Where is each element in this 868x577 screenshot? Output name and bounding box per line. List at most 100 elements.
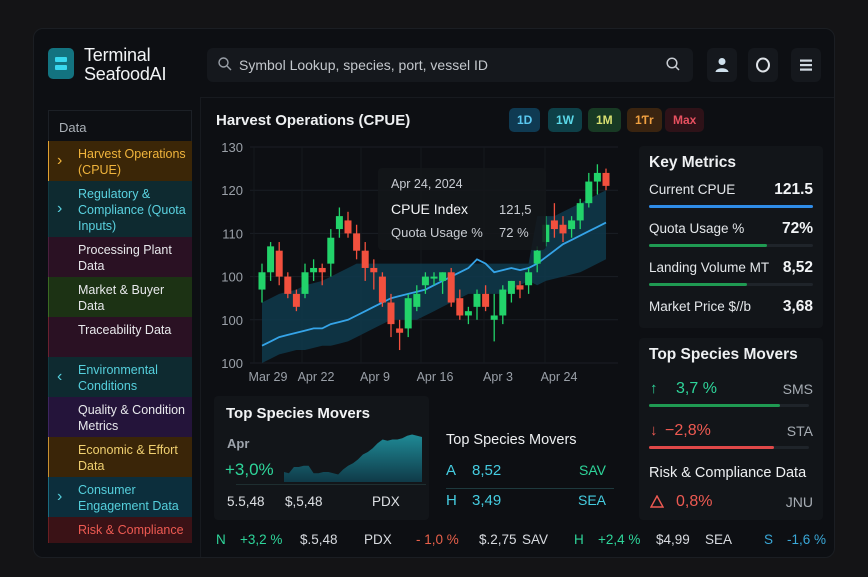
candle[interactable]: [344, 211, 352, 238]
search-placeholder: Symbol Lookup, species, port, vessel ID: [239, 57, 489, 73]
candle[interactable]: [301, 263, 309, 299]
sidebar-item[interactable]: ‹ Environmental Conditions: [48, 357, 192, 397]
app-title-line2: SeafoodAI: [84, 64, 167, 84]
candle[interactable]: [327, 229, 335, 277]
search-input[interactable]: Symbol Lookup, species, port, vessel ID: [207, 48, 693, 82]
candle[interactable]: [378, 272, 386, 307]
candle[interactable]: [602, 168, 610, 191]
candle[interactable]: [533, 246, 541, 273]
candle[interactable]: [413, 285, 421, 312]
candle[interactable]: [310, 259, 318, 281]
ticker-item[interactable]: $.2,75: [479, 532, 517, 547]
y-tick-label: 100: [221, 356, 243, 371]
mover-row[interactable]: ↓ −2,8% STA: [649, 422, 813, 452]
sidebar-item[interactable]: Economic & Effort Data: [48, 437, 192, 477]
candle[interactable]: [396, 319, 404, 351]
candle[interactable]: [335, 207, 343, 238]
y-tick-label: 100: [221, 313, 243, 328]
candle[interactable]: [292, 289, 300, 312]
cpue-candlestick-chart[interactable]: 130 120 110 100 100 100 Mar 29 Apr 22 Apr 9 Apr 1…: [210, 135, 630, 390]
timeframe-button-1w[interactable]: 1W: [548, 108, 582, 132]
candle[interactable]: [568, 216, 576, 238]
y-tick-label: 110: [222, 226, 243, 241]
search-submit-icon[interactable]: [665, 56, 681, 77]
timeframe-button-1ƭr[interactable]: 1Ƭr: [627, 108, 662, 132]
ticker-item[interactable]: SAV: [522, 532, 549, 547]
candle[interactable]: [490, 293, 498, 342]
metric-label: Quota Usage %: [649, 221, 745, 236]
mover-row[interactable]: ↑ 3,7 % SMS: [649, 380, 813, 410]
chevron-right-icon: ›: [57, 488, 63, 505]
candle[interactable]: [559, 216, 567, 243]
candle[interactable]: [361, 242, 369, 281]
candle[interactable]: [275, 242, 283, 286]
candle[interactable]: [430, 272, 438, 286]
candle[interactable]: [585, 172, 593, 208]
timeframe-button-1d[interactable]: 1D: [509, 108, 541, 132]
timeframe-button-max[interactable]: Max: [665, 108, 705, 132]
sidebar-item[interactable]: Processing Plant Data: [48, 237, 192, 277]
candle[interactable]: [550, 203, 558, 238]
sidebar-item[interactable]: Market & Buyer Data: [48, 277, 192, 317]
x-tick-label: Apr 3: [483, 370, 513, 384]
species-row[interactable]: A 8,52 SAV: [446, 462, 614, 489]
ticker-item[interactable]: +3,2 %: [240, 532, 283, 547]
ticker-item[interactable]: H: [574, 532, 584, 547]
candle[interactable]: [473, 289, 481, 320]
sidebar-item-label: Regulatory & Compliance (Quota Inputs): [78, 187, 186, 233]
status-button[interactable]: [748, 48, 778, 82]
candle[interactable]: [516, 280, 524, 299]
metric-row[interactable]: Quota Usage % 72%: [649, 220, 813, 247]
user-button[interactable]: [707, 48, 737, 82]
candle[interactable]: [576, 198, 584, 230]
metric-row[interactable]: Market Price $//b 3,68: [649, 298, 813, 319]
ticker-item[interactable]: $4,99: [656, 532, 690, 547]
candle[interactable]: [439, 272, 447, 294]
ticker-item[interactable]: - 1,0 %: [416, 532, 459, 547]
candle[interactable]: [447, 267, 455, 307]
y-tick-label: 100: [221, 270, 243, 285]
sidebar-item[interactable]: Quality & Condition Metrics: [48, 397, 192, 437]
sidebar-item[interactable]: › Regulatory & Compliance (Quota Inputs): [48, 181, 192, 237]
sidebar-item[interactable]: › Harvest Operations (CPUE): [48, 141, 192, 181]
candle[interactable]: [456, 289, 464, 320]
metric-row[interactable]: Landing Volume MT 8,52: [649, 259, 813, 286]
candle[interactable]: [525, 267, 533, 294]
species-movers-right-title: Top Species Movers: [649, 346, 798, 363]
ticker-item[interactable]: PDX: [364, 532, 392, 547]
chevron-right-icon: ›: [57, 152, 63, 169]
ticker-item[interactable]: +2,4 %: [598, 532, 641, 547]
ticker-item[interactable]: $.5,48: [300, 532, 338, 547]
sidebar-item[interactable]: › Consumer Engagement Data: [48, 477, 192, 517]
mover-code: STA: [786, 423, 813, 439]
candle[interactable]: [507, 280, 515, 303]
species-row[interactable]: H 3,49 SEA: [446, 492, 606, 514]
candle[interactable]: [593, 164, 601, 195]
ticker-item[interactable]: N: [216, 532, 226, 547]
mover-progress-fill: [649, 446, 774, 449]
sidebar-item-label: Quality & Condition Metrics: [78, 403, 186, 433]
candle[interactable]: [318, 263, 326, 286]
timeframe-button-1m[interactable]: 1M: [588, 108, 621, 132]
tooltip-row2-label: Quota Usage %: [391, 225, 483, 240]
candle[interactable]: [387, 293, 395, 338]
risk-compliance-row[interactable]: 0,8% JNU: [649, 493, 813, 513]
menu-button[interactable]: [791, 48, 821, 82]
candle[interactable]: [404, 293, 412, 338]
ticker-item[interactable]: S: [764, 532, 774, 547]
candle[interactable]: [482, 285, 490, 312]
candle[interactable]: [258, 263, 266, 303]
candle[interactable]: [284, 272, 292, 299]
candle[interactable]: [421, 272, 429, 294]
candle[interactable]: [267, 242, 275, 281]
sidebar-item[interactable]: Traceability Data: [48, 317, 192, 357]
candle[interactable]: [370, 259, 378, 290]
candle[interactable]: [499, 285, 507, 325]
candle[interactable]: [464, 306, 472, 325]
ticker-item[interactable]: SEA: [705, 532, 733, 547]
sidebar-item[interactable]: Risk & Compliance: [48, 517, 192, 543]
metric-row[interactable]: Current CPUE 121.5: [649, 181, 813, 208]
candle[interactable]: [353, 224, 361, 260]
species-value: 8,52: [472, 462, 502, 479]
ticker-item[interactable]: -1,6 %: [787, 532, 827, 547]
